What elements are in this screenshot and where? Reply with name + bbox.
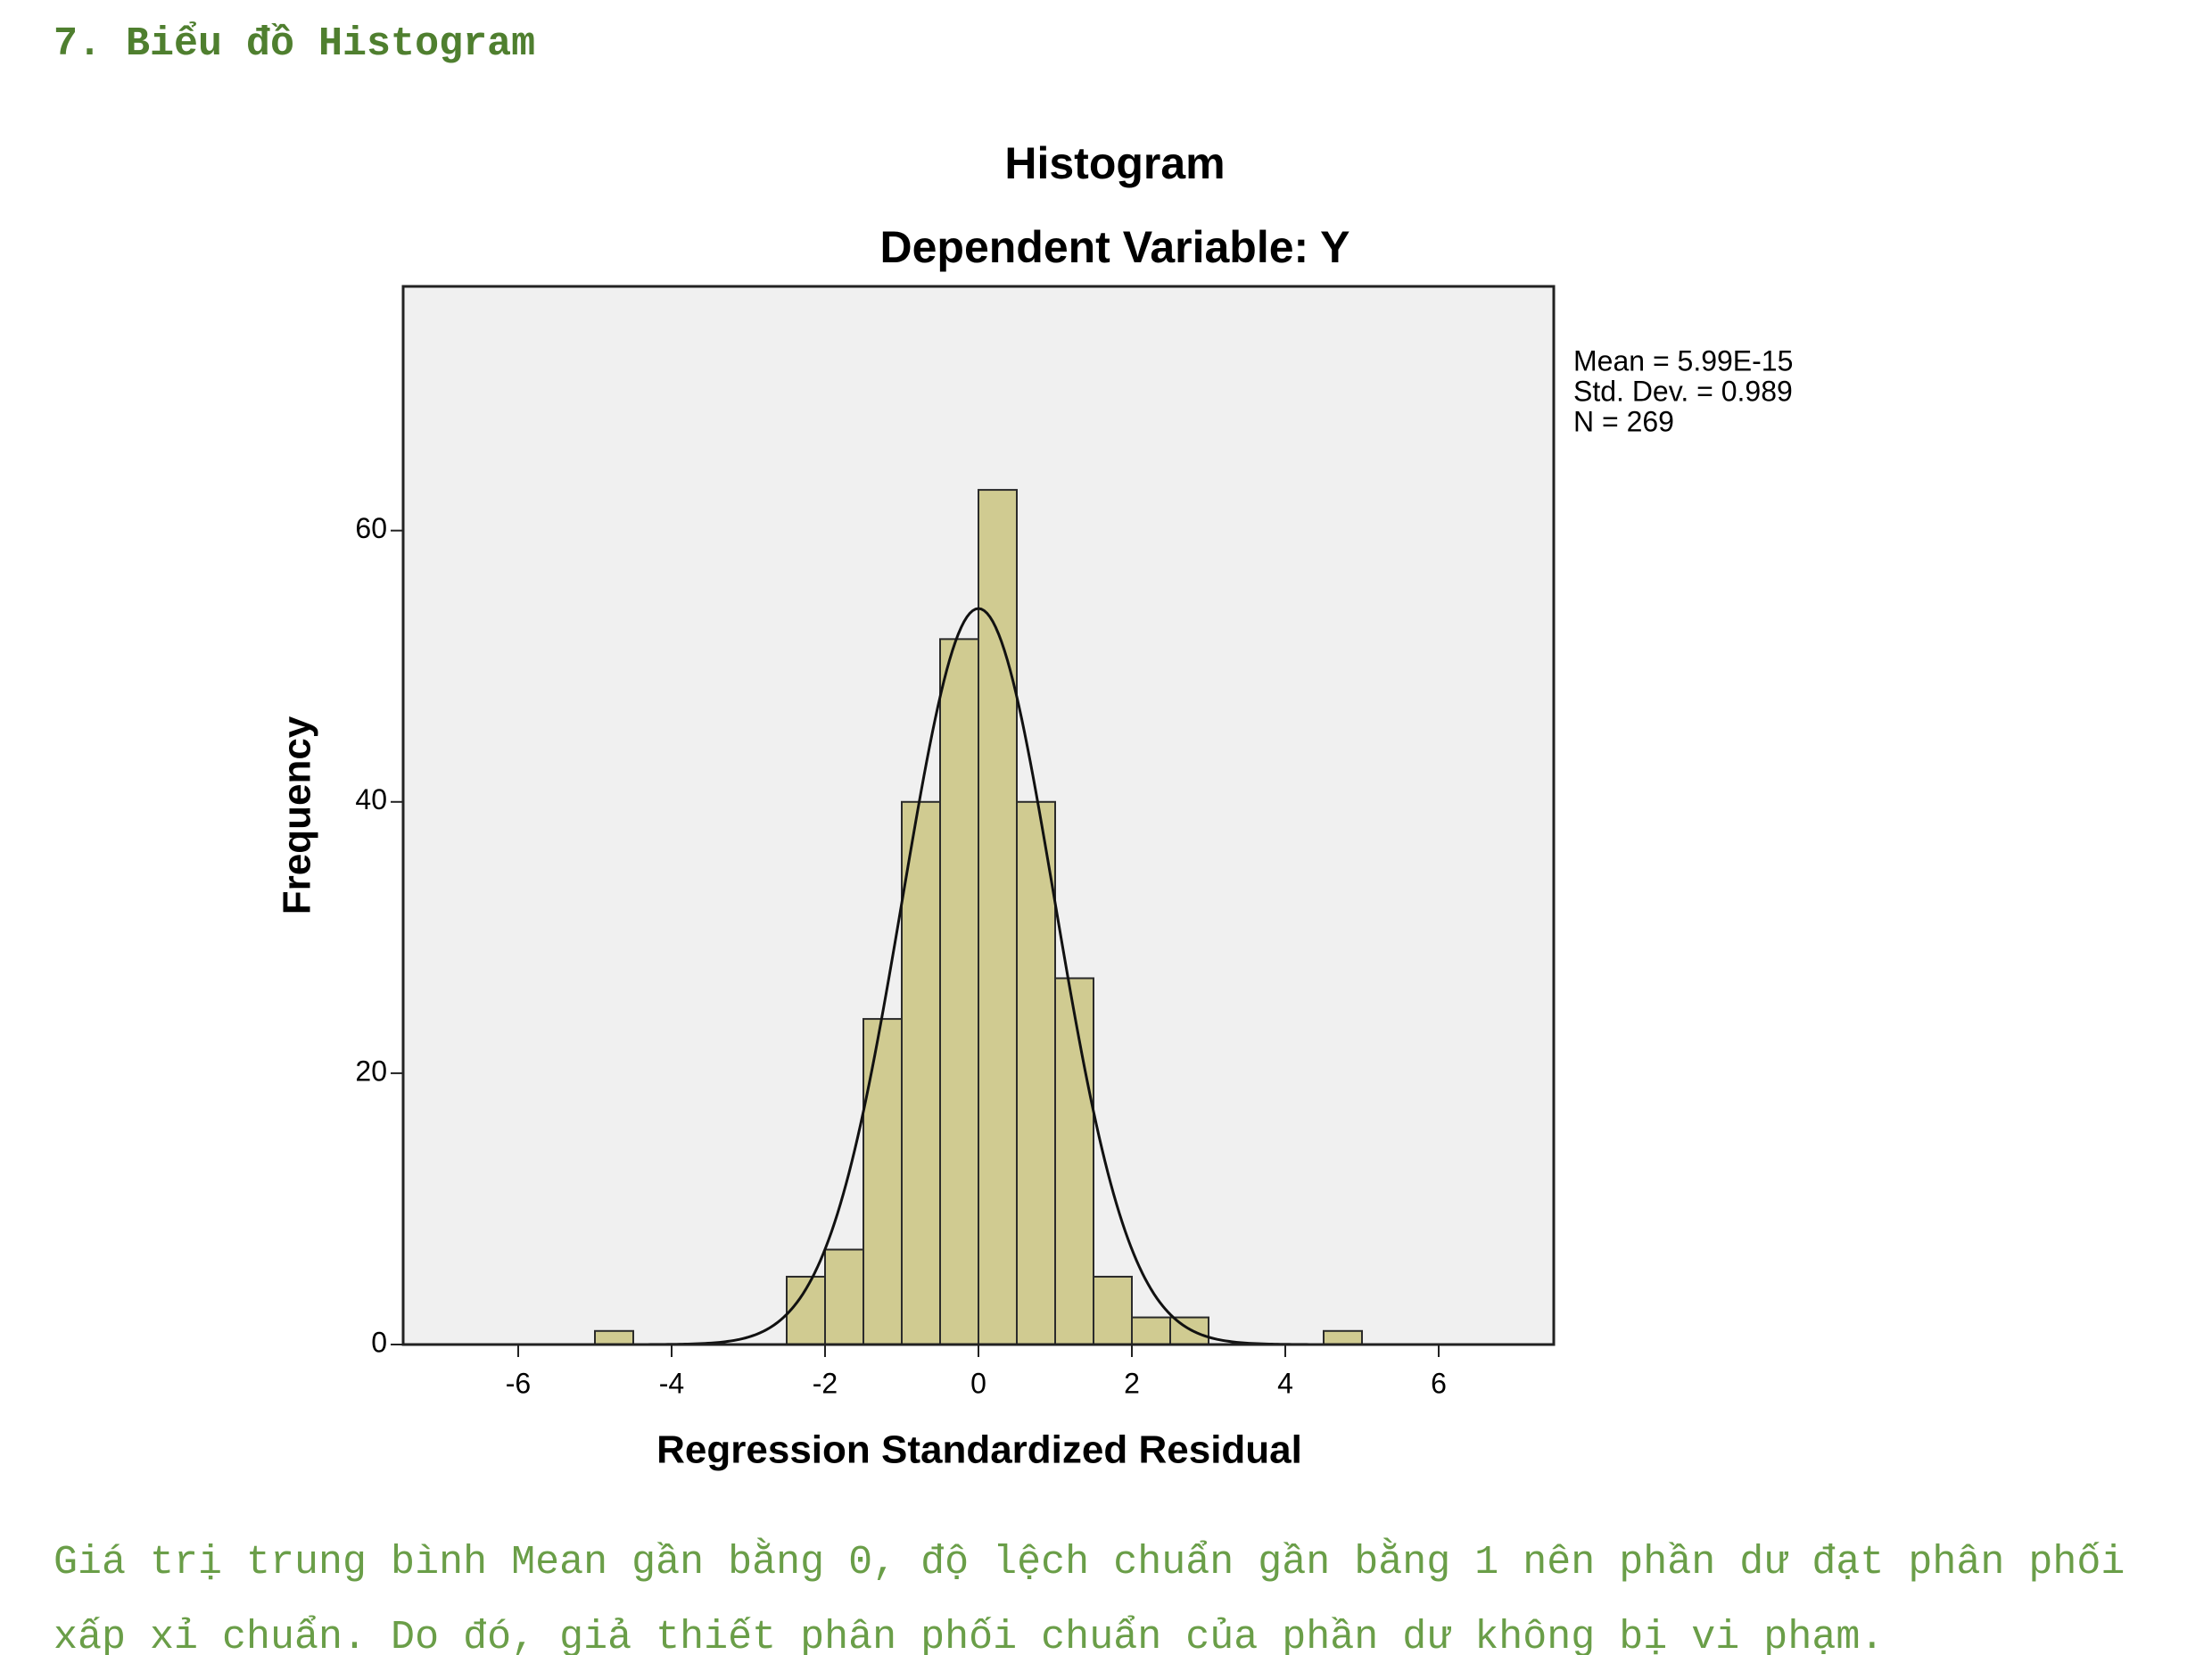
bar bbox=[1169, 1316, 1209, 1345]
y-tick-label: 20 bbox=[355, 1055, 387, 1087]
y-tick-label: 0 bbox=[371, 1326, 387, 1358]
chart: Histogram Dependent Variable: Y Regressi… bbox=[276, 138, 1794, 1472]
bar bbox=[939, 638, 979, 1345]
stats-label: Std. Dev. = 0.989 bbox=[1573, 375, 1793, 407]
x-tick-label: -2 bbox=[813, 1367, 838, 1399]
x-tick-label: -6 bbox=[506, 1367, 531, 1399]
stats-label: Mean = 5.99E-15 bbox=[1573, 344, 1793, 377]
x-tick-label: 6 bbox=[1431, 1367, 1447, 1399]
bar bbox=[1093, 1275, 1133, 1346]
y-axis-label: Frequency bbox=[276, 716, 319, 914]
bar bbox=[978, 489, 1018, 1345]
paragraph-line: Giá trị trung bình Mean gần bằng 0, độ l… bbox=[54, 1540, 2125, 1585]
y-tick-label: 60 bbox=[355, 512, 387, 544]
x-tick-label: -4 bbox=[659, 1367, 684, 1399]
chart-title: Histogram bbox=[1004, 138, 1225, 188]
x-axis-label: Regression Standardized Residual bbox=[656, 1428, 1302, 1472]
x-tick-label: 4 bbox=[1277, 1367, 1293, 1399]
bar bbox=[1131, 1316, 1171, 1345]
bar bbox=[594, 1329, 634, 1346]
x-tick-label: 2 bbox=[1124, 1367, 1140, 1399]
bar bbox=[863, 1018, 903, 1345]
bar bbox=[1016, 800, 1056, 1345]
section-heading: 7. Biểu đồ Histogram bbox=[54, 21, 536, 67]
bar bbox=[1323, 1329, 1363, 1346]
paragraph-line: xấp xỉ chuẩn. Do đó, giả thiết phân phối… bbox=[54, 1615, 1885, 1655]
stats-label: N = 269 bbox=[1573, 405, 1674, 437]
bar bbox=[1054, 977, 1094, 1345]
y-tick-label: 40 bbox=[355, 783, 387, 815]
chart-subtitle: Dependent Variable: Y bbox=[879, 222, 1349, 272]
bar bbox=[824, 1248, 864, 1345]
x-tick-label: 0 bbox=[970, 1367, 986, 1399]
bar bbox=[901, 800, 941, 1345]
